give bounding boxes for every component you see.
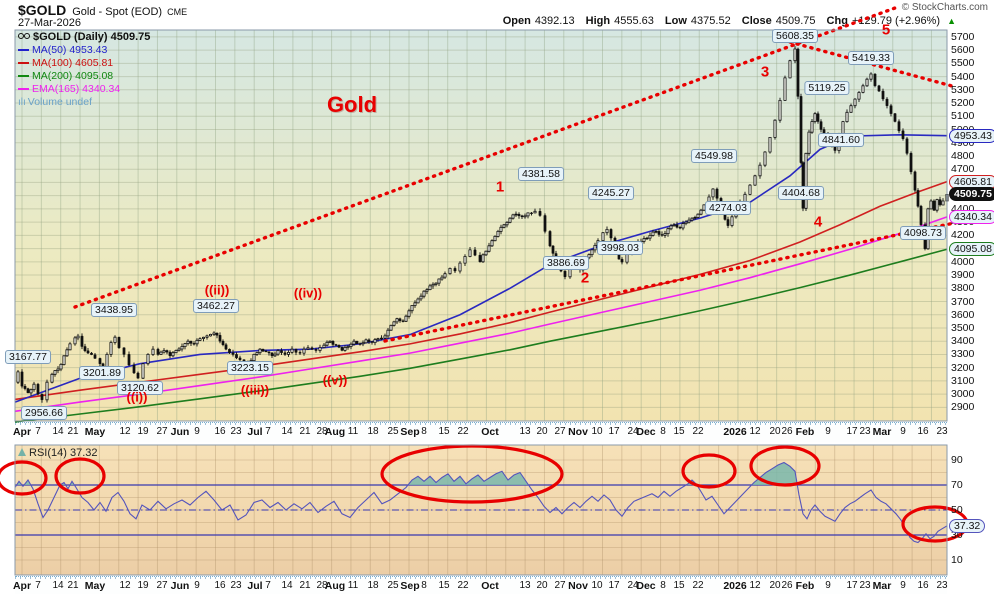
- line-swatch-icon: [18, 62, 29, 65]
- legend-item-label: MA(200) 4095.08: [32, 70, 114, 82]
- legend-item: EMA(165) 4340.34: [18, 83, 150, 96]
- chart-title: $GOLD Gold - Spot (EOD) CME: [18, 2, 187, 20]
- low-label: Low: [664, 15, 687, 27]
- volume-bars-icon: ılı: [18, 97, 26, 108]
- up-triangle-icon: ▲: [947, 16, 956, 26]
- low-value: 4375.52: [690, 15, 731, 27]
- high-label: High: [585, 15, 611, 27]
- legend-item: MA(200) 4095.08: [18, 70, 150, 83]
- x-axis-strip-main: [15, 422, 947, 442]
- chart-date: 27-Mar-2026: [18, 17, 81, 29]
- high-value: 4555.63: [614, 15, 654, 27]
- chg-value: +129.79 (+2.96%): [851, 15, 941, 27]
- legend-item-label: Volume undef: [27, 96, 92, 108]
- stockcharts-copyright-link[interactable]: © StockCharts.com: [901, 2, 988, 13]
- legend-item: ılı Volume undef: [18, 96, 150, 109]
- rsi-legend-label: RSI(14) 37.32: [29, 447, 98, 459]
- chg-label: Chg: [826, 15, 848, 27]
- line-swatch-icon: [18, 88, 29, 91]
- legend-item-label: MA(50) 4953.43: [32, 44, 108, 56]
- exchange: CME: [167, 7, 188, 17]
- close-value: 4509.75: [775, 15, 816, 27]
- x-axis-strip-rsi: [15, 576, 947, 594]
- open-label: Open: [502, 15, 531, 27]
- line-swatch-icon: [18, 75, 29, 78]
- rsi-icon: [18, 448, 26, 456]
- ohlc-readout: Open 4392.13 High 4555.63 Low 4375.52 Close…: [503, 15, 956, 27]
- open-value: 4392.13: [534, 15, 575, 27]
- legend-item-label: $GOLD (Daily) 4509.75: [33, 31, 151, 43]
- legend-item-label: EMA(165) 4340.34: [32, 83, 121, 95]
- rsi-legend: RSI(14) 37.32: [18, 447, 97, 459]
- legend-item-label: MA(100) 4605.81: [32, 57, 114, 69]
- eyeglasses-icon: [18, 32, 31, 40]
- close-label: Close: [741, 15, 772, 27]
- symbol: $GOLD: [18, 2, 67, 18]
- legend-item: MA(100) 4605.81: [18, 57, 150, 70]
- legend-item: MA(50) 4953.43: [18, 44, 150, 57]
- symbol-name: Gold - Spot (EOD): [72, 6, 163, 18]
- legend-item: $GOLD (Daily) 4509.75: [18, 31, 150, 44]
- line-swatch-icon: [18, 49, 29, 52]
- main-legend: $GOLD (Daily) 4509.75 MA(50) 4953.43 MA(10…: [18, 31, 150, 109]
